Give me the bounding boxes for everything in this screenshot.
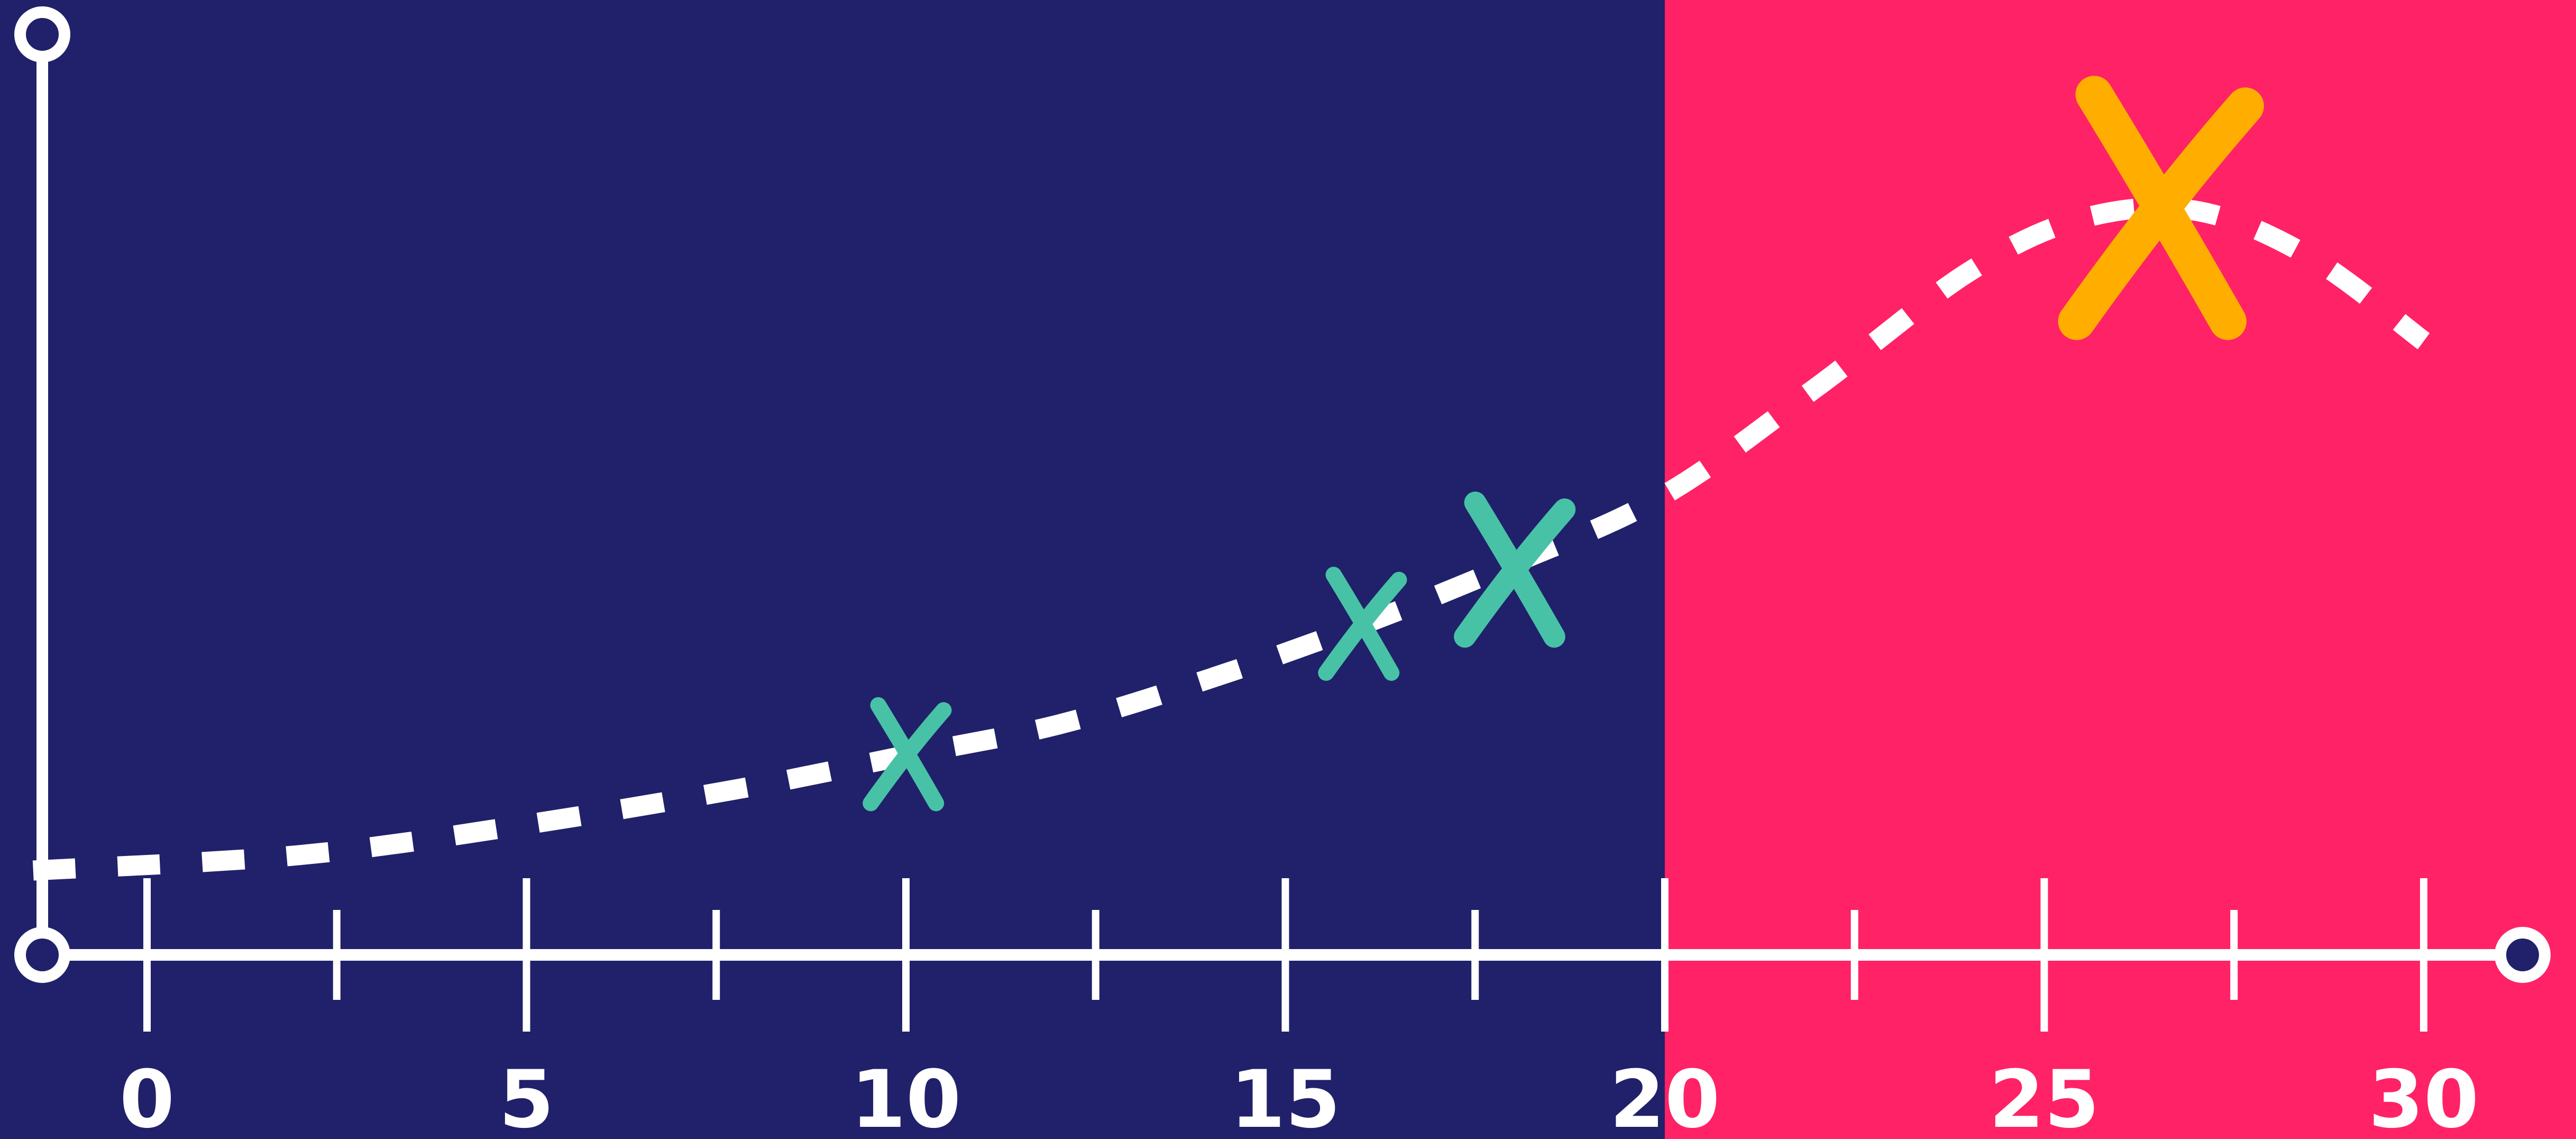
data-points xyxy=(863,76,2264,812)
x-tick-label-25: 25 xyxy=(1989,1054,2100,1139)
x-axis-end-cap xyxy=(2495,927,2551,983)
x-tick-label-0: 0 xyxy=(120,1054,175,1139)
data-point-stroke-b xyxy=(863,702,952,812)
data-point-1-2 xyxy=(1318,567,1407,681)
data-point-1-1 xyxy=(863,697,952,812)
x-tick-label-15: 15 xyxy=(1230,1054,1341,1139)
region-1 xyxy=(0,0,1665,1139)
x-tick-label-10: 10 xyxy=(851,1054,961,1139)
x-axis-ticks: 0 5 10 15 20 25 30 xyxy=(120,878,2479,1139)
y-axis-top-cap xyxy=(14,6,70,62)
x-tick-label-30: 30 xyxy=(2369,1054,2479,1139)
data-point-stroke-b xyxy=(2058,87,2264,340)
data-point-stroke-b xyxy=(1454,498,1576,648)
data-point-stroke-b xyxy=(1318,571,1407,681)
x-tick-label-5: 5 xyxy=(499,1054,554,1139)
axis-origin-cap xyxy=(14,927,70,983)
data-point-2-1 xyxy=(2058,76,2264,340)
data-point-1-3 xyxy=(1454,491,1576,648)
x-tick-label-20: 20 xyxy=(1610,1054,1720,1139)
